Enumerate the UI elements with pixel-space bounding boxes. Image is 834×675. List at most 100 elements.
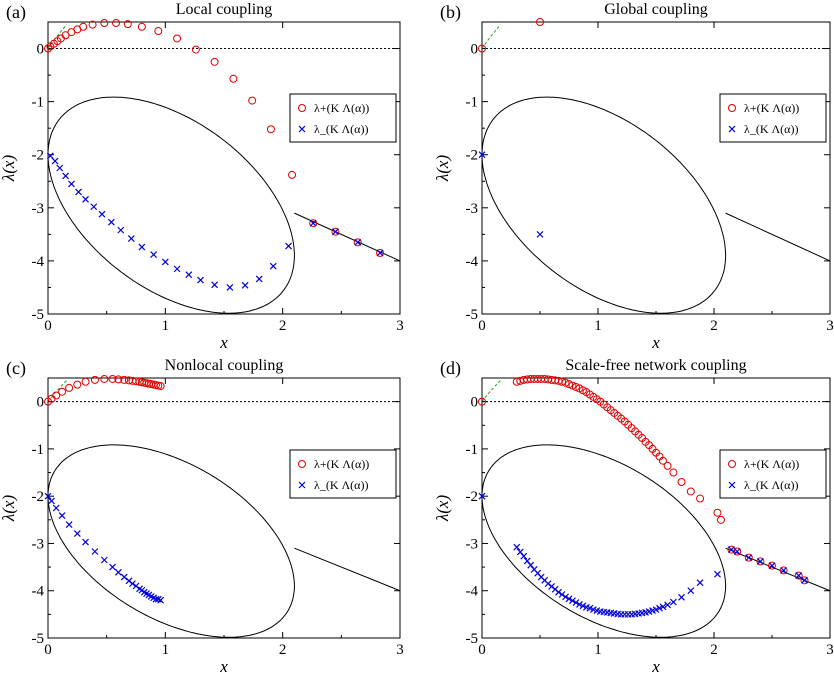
circle-marker <box>561 378 570 387</box>
y-tick-label: -4 <box>466 584 479 600</box>
y-tick-label: -5 <box>466 631 479 647</box>
x-marker <box>656 604 663 612</box>
x-marker <box>569 597 576 605</box>
legend-circle-marker <box>728 460 736 468</box>
legend-entry: λ_(K Λ(α)) <box>314 122 368 136</box>
y-axis-label: λ(x) <box>433 495 452 523</box>
x-marker <box>98 210 106 218</box>
x-marker <box>75 188 82 196</box>
x-marker <box>714 570 721 578</box>
y-tick-label: -5 <box>32 631 45 647</box>
plot-frame <box>481 21 831 315</box>
y-tick-label: -4 <box>32 254 45 270</box>
legend-box <box>289 449 397 499</box>
legend-x-marker <box>298 125 306 133</box>
y-tick-label: -2 <box>32 489 45 505</box>
circle-marker <box>210 57 219 66</box>
series-lambda-minus <box>44 492 165 604</box>
circle-marker <box>309 219 318 228</box>
x-marker <box>669 598 677 606</box>
y-tick-label: -4 <box>466 254 479 270</box>
x-marker <box>801 576 808 584</box>
x-marker <box>117 226 125 234</box>
legend-entry: λ_(K Λ(α)) <box>744 122 798 136</box>
green-dashed-curve <box>481 380 501 402</box>
x-marker <box>107 218 115 226</box>
panel-title: Global coupling <box>604 1 708 18</box>
circle-marker <box>376 248 385 257</box>
x-marker <box>745 554 753 562</box>
circle-marker <box>478 44 486 53</box>
x-marker <box>109 563 116 571</box>
circle-marker <box>229 74 238 83</box>
panel-title: Scale-free network coupling <box>565 357 746 374</box>
x-marker <box>48 497 55 505</box>
y-tick-label: -3 <box>466 536 479 552</box>
x-tick-label: 1 <box>162 642 170 658</box>
circle-marker <box>120 375 129 384</box>
circle-marker <box>108 374 117 383</box>
circle-marker <box>191 45 200 54</box>
x-marker <box>579 602 587 610</box>
x-marker <box>576 601 583 608</box>
legend-x-marker <box>728 481 736 489</box>
reference-line <box>294 212 401 262</box>
x-marker <box>58 512 66 519</box>
circle-marker <box>52 391 61 400</box>
x-tick-label: 3 <box>396 642 404 658</box>
reference-curve <box>481 96 727 314</box>
series-lambda-plus <box>44 19 385 257</box>
legend-circle-marker <box>728 104 736 112</box>
x-marker <box>513 543 521 551</box>
x-marker <box>46 152 54 160</box>
circle-marker <box>266 125 275 134</box>
y-tick-label: 0 <box>471 42 479 58</box>
y-axis-label: λ(x) <box>0 155 18 183</box>
circle-marker <box>744 553 753 562</box>
y-tick-label: -3 <box>466 201 479 217</box>
x-marker <box>82 195 89 203</box>
reference-line <box>725 212 831 262</box>
x-marker <box>756 557 764 565</box>
x-tick-label: 0 <box>478 642 486 658</box>
x-marker <box>44 492 52 500</box>
x-marker <box>82 538 89 546</box>
circle-marker <box>156 382 165 391</box>
panel-title: Nonlocal coupling <box>165 357 284 374</box>
legend-entry: λ+(K Λ(α)) <box>314 457 369 471</box>
x-marker <box>572 599 580 606</box>
x-marker <box>51 157 59 165</box>
panel-label: (a) <box>6 2 26 23</box>
x-marker <box>68 180 75 188</box>
circle-marker <box>79 22 88 31</box>
x-marker <box>62 172 70 180</box>
x-marker <box>652 606 660 614</box>
circle-marker <box>536 18 544 26</box>
x-marker <box>226 284 234 291</box>
x-marker <box>285 242 292 250</box>
y-tick-label: -1 <box>466 95 479 111</box>
x-axis-label: x <box>651 333 660 352</box>
x-marker <box>768 562 776 570</box>
x-marker <box>197 276 204 284</box>
x-marker <box>161 258 169 266</box>
y-tick-label: -2 <box>466 148 479 164</box>
y-tick-label: 0 <box>37 395 45 411</box>
circle-marker <box>669 468 678 477</box>
circle-marker <box>65 383 74 392</box>
circle-marker <box>716 515 725 524</box>
y-tick-label: -5 <box>32 307 45 323</box>
x-marker <box>211 281 219 289</box>
y-tick-label: -3 <box>32 536 45 552</box>
circle-marker <box>353 238 362 247</box>
x-marker <box>255 275 263 283</box>
x-tick-label: 3 <box>396 318 404 334</box>
panel-a: 0 1 2 3 0 -1 -2 -3 -4 -5 x λ(x) Local coupling (a) λ+(… <box>0 1 404 352</box>
y-tick-label: -2 <box>32 148 45 164</box>
x-marker <box>780 566 788 574</box>
y-tick-label: -1 <box>32 442 45 458</box>
reference-line <box>725 547 831 592</box>
legend-x-marker <box>728 125 736 133</box>
series-lambda-minus <box>46 152 384 291</box>
